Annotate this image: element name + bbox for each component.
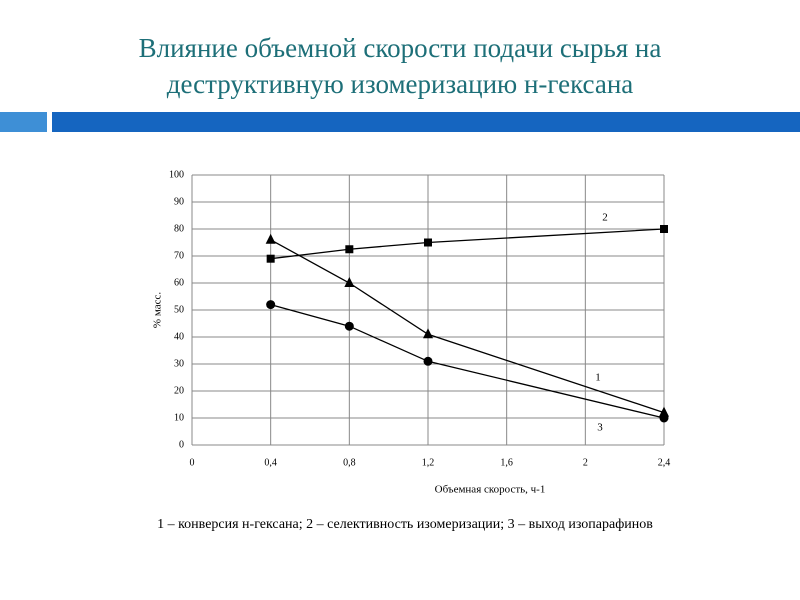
marker	[265, 233, 276, 244]
marker	[266, 300, 276, 310]
y-tick-label: 40	[174, 331, 184, 342]
series-line	[270, 239, 665, 414]
x-tick-label: 2	[583, 457, 588, 468]
marker	[266, 254, 275, 263]
series-label: 3	[597, 422, 603, 434]
y-tick-label: 0	[179, 439, 184, 450]
y-axis-label: % масс.	[152, 292, 164, 328]
y-tick-label: 70	[174, 250, 184, 261]
series-label: 2	[602, 212, 608, 224]
decor-bar	[0, 112, 47, 132]
x-tick-label: 2,4	[658, 457, 671, 468]
marker	[659, 406, 669, 417]
marker	[424, 238, 432, 247]
series-label: 1	[595, 372, 601, 384]
y-tick-label: 100	[169, 169, 184, 180]
marker	[423, 328, 433, 339]
series-line	[270, 303, 665, 419]
y-tick-label: 30	[174, 358, 184, 369]
y-tick-label: 80	[174, 223, 184, 234]
x-tick-label: 0,8	[343, 457, 356, 468]
x-axis-label: Объемная скорость, ч-1	[435, 484, 546, 496]
x-tick-label: 1,2	[422, 457, 435, 468]
x-tick-label: 0,4	[264, 457, 277, 468]
x-tick-label: 1,6	[500, 457, 513, 468]
y-tick-label: 20	[174, 385, 184, 396]
y-tick-label: 90	[174, 196, 184, 207]
y-tick-label: 10	[174, 412, 184, 423]
decor-bar	[52, 112, 800, 132]
marker	[344, 277, 355, 287]
series-line	[270, 228, 665, 260]
slide-title: Влияние объемной скорости подачи сырья н…	[138, 33, 662, 99]
y-tick-label: 50	[174, 304, 184, 315]
marker	[344, 321, 354, 331]
marker	[423, 356, 433, 366]
y-tick-label: 60	[174, 277, 184, 288]
marker	[345, 245, 354, 254]
caption: 1 – конверсия н-гексана; 2 – селективнос…	[157, 517, 653, 532]
marker	[659, 413, 669, 423]
x-tick-label: 0	[190, 457, 195, 468]
marker	[660, 225, 668, 233]
